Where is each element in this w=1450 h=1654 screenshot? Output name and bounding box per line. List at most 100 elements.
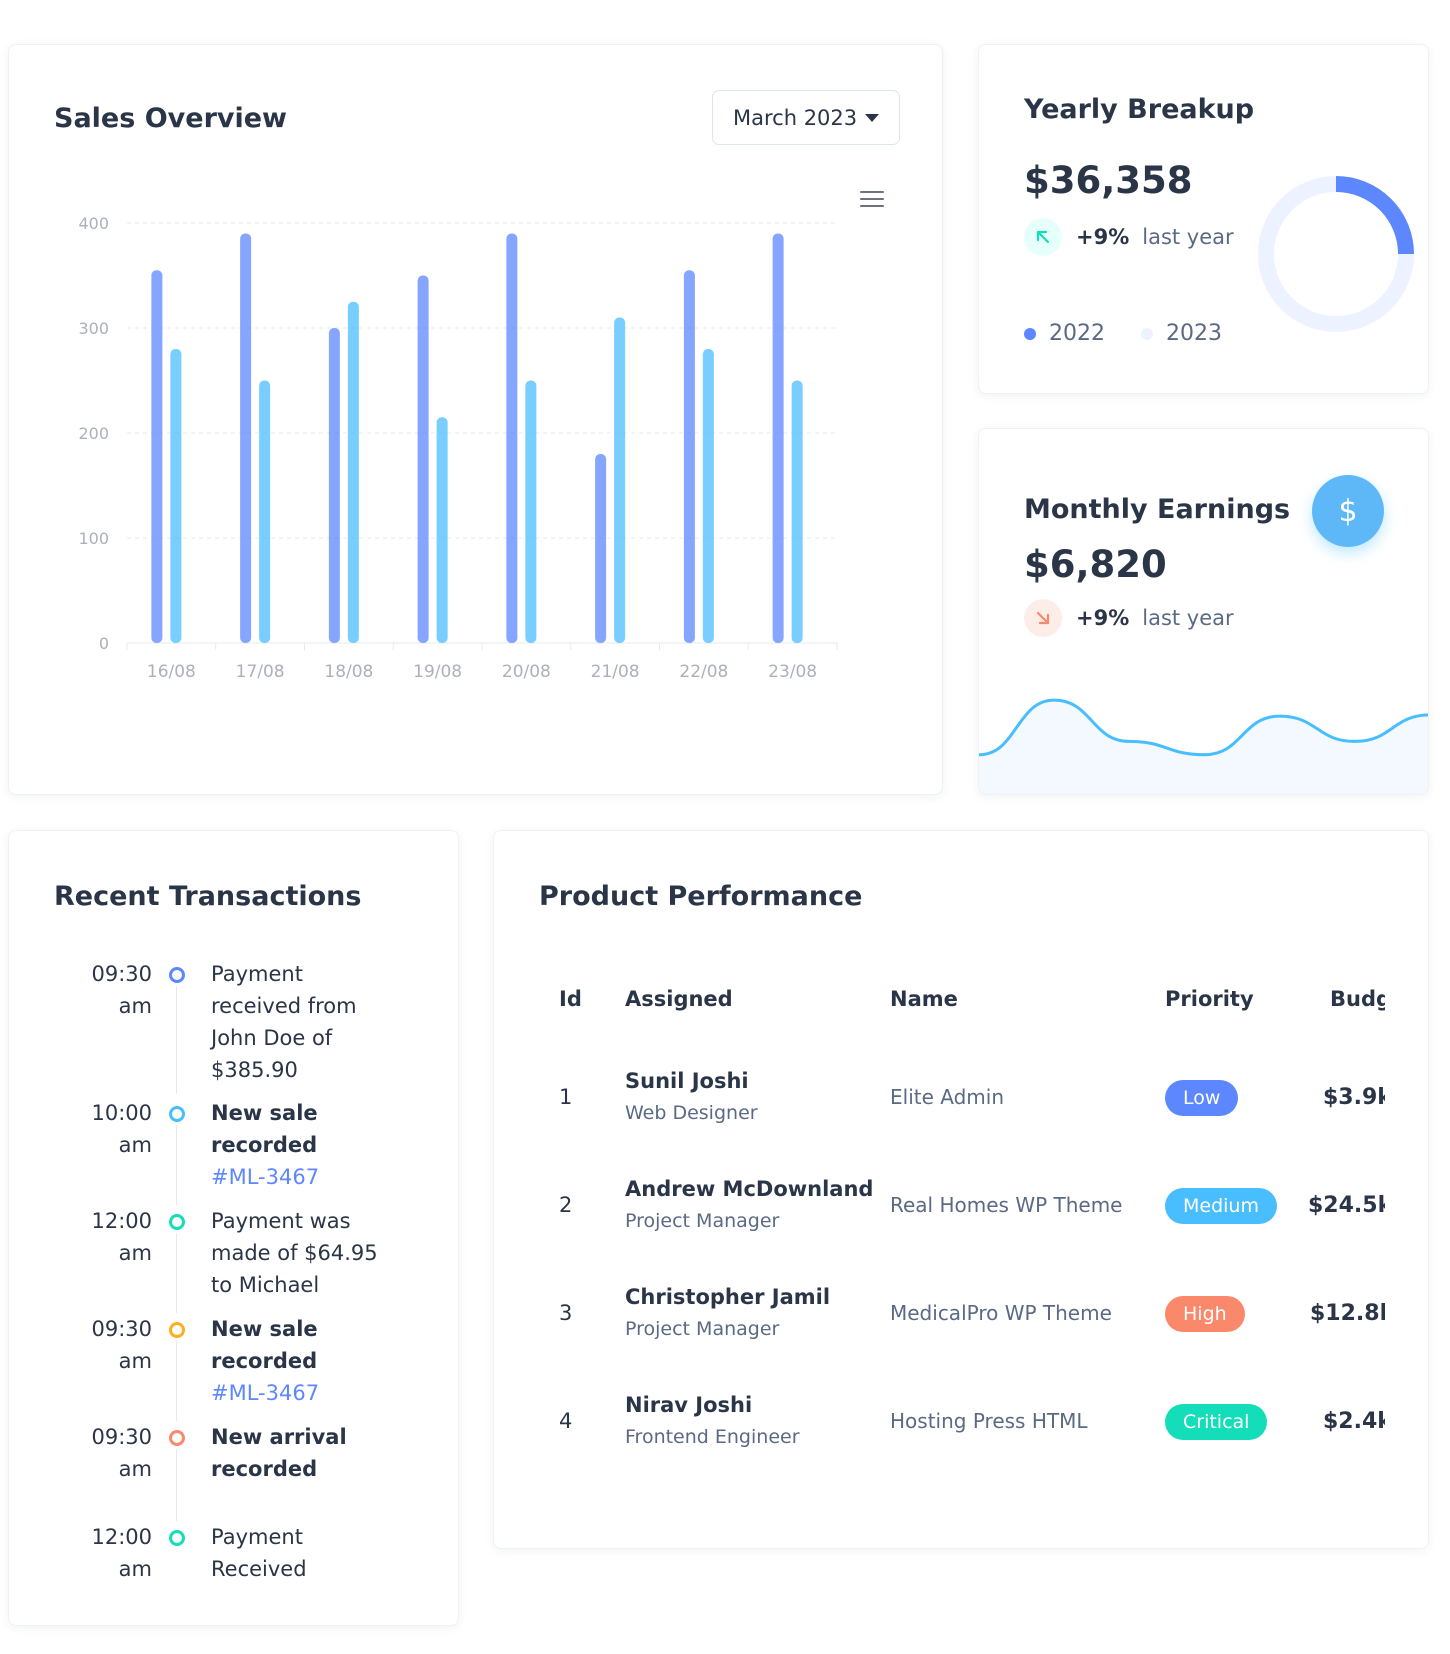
- timeline-dot: [169, 967, 185, 983]
- x-tick-label: 17/08: [236, 662, 285, 682]
- x-tick-label: 20/08: [502, 662, 551, 682]
- legend-dot-2022: [1024, 327, 1036, 340]
- bar-series-2[interactable]: [347, 301, 359, 643]
- legend-label-2023: 2023: [1166, 321, 1222, 346]
- month-select-value: March 2023: [733, 105, 858, 130]
- sparkline-area: [979, 700, 1428, 794]
- row-id: 4: [559, 1409, 573, 1433]
- bar-series-2[interactable]: [791, 380, 803, 644]
- column-header-assigned: Assigned: [625, 987, 733, 1011]
- project-name: Elite Admin: [890, 1085, 1004, 1109]
- timeline-dot: [169, 1530, 185, 1546]
- recent-transactions-title: Recent Transactions: [54, 881, 362, 912]
- yearly-trend-pct: +9%: [1076, 225, 1130, 249]
- product-performance-title: Product Performance: [539, 881, 863, 912]
- bar-series-2[interactable]: [170, 349, 182, 643]
- legend-dot-2023: [1141, 327, 1153, 340]
- transaction-text: Payment received from John Doe of $385.9…: [211, 962, 357, 1082]
- table-row: 4 Nirav Joshi Frontend Engineer Hosting …: [539, 1393, 1385, 1507]
- row-id: 1: [559, 1085, 573, 1109]
- donut-slice-2023[interactable]: [1258, 176, 1414, 332]
- transaction-link[interactable]: #ML-3467: [211, 1381, 320, 1405]
- row-id: 2: [559, 1193, 573, 1217]
- yearly-legend: 2022 2023: [1024, 321, 1222, 346]
- monthly-earnings-card: Monthly Earnings $ $6,820 +9% last year: [978, 428, 1429, 795]
- assigned-role: Project Manager: [625, 1210, 780, 1232]
- dollar-icon[interactable]: $: [1312, 475, 1384, 547]
- assigned-role: Web Designer: [625, 1102, 758, 1124]
- monthly-earnings-title: Monthly Earnings: [1024, 494, 1291, 525]
- timeline-dot: [169, 1214, 185, 1230]
- y-tick-label: 200: [78, 424, 109, 443]
- month-select[interactable]: March 2023: [712, 90, 900, 145]
- bar-series-1[interactable]: [240, 233, 252, 644]
- recent-transactions-card: Recent Transactions 09:30 am Payment rece…: [8, 830, 459, 1626]
- transaction-time: 10:00 am: [91, 1101, 152, 1157]
- bar-series-1[interactable]: [595, 454, 607, 643]
- legend-label-2022: 2022: [1049, 321, 1105, 346]
- bar-series-1[interactable]: [328, 328, 340, 643]
- transaction-time: 12:00 am: [91, 1525, 152, 1581]
- column-header-budget: Budget: [1330, 987, 1385, 1011]
- y-tick-label: 300: [78, 319, 109, 338]
- sales-overview-title: Sales Overview: [54, 103, 287, 134]
- assigned-name: Nirav Joshi: [625, 1393, 753, 1417]
- bar-series-2[interactable]: [525, 380, 537, 644]
- bar-series-2[interactable]: [436, 417, 448, 643]
- project-name: Hosting Press HTML: [890, 1409, 1088, 1433]
- x-tick-label: 22/08: [679, 662, 728, 682]
- priority-badge: High: [1165, 1296, 1245, 1332]
- assigned-role: Frontend Engineer: [625, 1426, 800, 1448]
- transaction-time: 09:30 am: [91, 1317, 152, 1373]
- x-tick-label: 16/08: [147, 662, 196, 682]
- yearly-trend-note: last year: [1142, 225, 1234, 249]
- bar-series-1[interactable]: [506, 233, 518, 644]
- timeline-dot: [169, 1430, 185, 1446]
- column-header-id: Id: [559, 987, 582, 1011]
- bar-series-1[interactable]: [151, 270, 163, 643]
- priority-badge: Low: [1165, 1080, 1239, 1116]
- arrow-down-right-icon: [1024, 599, 1062, 637]
- transaction-time: 09:30 am: [91, 962, 152, 1018]
- earnings-sparkline: [979, 698, 1428, 794]
- transaction-text: Payment Received: [211, 1525, 307, 1581]
- project-name: MedicalPro WP Theme: [890, 1301, 1112, 1325]
- bar-series-1[interactable]: [772, 233, 784, 644]
- timeline-line: [176, 1341, 177, 1421]
- column-header-name: Name: [890, 987, 958, 1011]
- row-id: 3: [559, 1301, 573, 1325]
- transaction-link[interactable]: #ML-3467: [211, 1165, 320, 1189]
- product-performance-card: Product Performance Id Assigned Name Pri…: [493, 830, 1429, 1549]
- timeline-line: [176, 1125, 177, 1205]
- bar-series-2[interactable]: [614, 317, 626, 644]
- monthly-trend-note: last year: [1142, 606, 1234, 630]
- bar-series-2[interactable]: [702, 349, 714, 643]
- bar-series-2[interactable]: [259, 380, 271, 644]
- timeline-line: [176, 1449, 177, 1521]
- transaction-time: 12:00 am: [91, 1209, 152, 1265]
- bar-series-1[interactable]: [683, 270, 695, 643]
- priority-badge: Medium: [1165, 1188, 1277, 1224]
- monthly-trend-pct: +9%: [1076, 606, 1130, 630]
- caret-down-icon: [865, 114, 879, 122]
- table-row: 1 Sunil Joshi Web Designer Elite Admin L…: [539, 1069, 1385, 1183]
- hamburger-icon[interactable]: [860, 191, 884, 209]
- arrow-up-left-icon: [1024, 218, 1062, 256]
- x-tick-label: 21/08: [591, 662, 640, 682]
- yearly-trend: +9% last year: [1024, 218, 1234, 256]
- transaction-text: Payment was made of $64.95 to Michael: [211, 1209, 378, 1297]
- transaction-text: New sale recorded #ML-3467: [211, 1097, 401, 1193]
- assigned-name: Christopher Jamil: [625, 1285, 831, 1309]
- assigned-name: Andrew McDownland: [625, 1177, 874, 1201]
- project-name: Real Homes WP Theme: [890, 1193, 1123, 1217]
- y-tick-label: 100: [78, 529, 109, 548]
- budget-value: $3.9k: [1323, 1085, 1385, 1110]
- timeline-dot: [169, 1106, 185, 1122]
- yearly-donut-chart: [1258, 176, 1414, 332]
- sales-overview-card: Sales Overview March 2023 400 300 200 100 0 1…: [8, 44, 943, 795]
- monthly-trend: +9% last year: [1024, 599, 1234, 637]
- transaction-text: New arrival recorded: [211, 1425, 347, 1481]
- yearly-breakup-card: Yearly Breakup $36,358 +9% last year 202…: [978, 44, 1429, 394]
- monthly-amount: $6,820: [1024, 543, 1167, 586]
- bar-series-1[interactable]: [417, 275, 429, 644]
